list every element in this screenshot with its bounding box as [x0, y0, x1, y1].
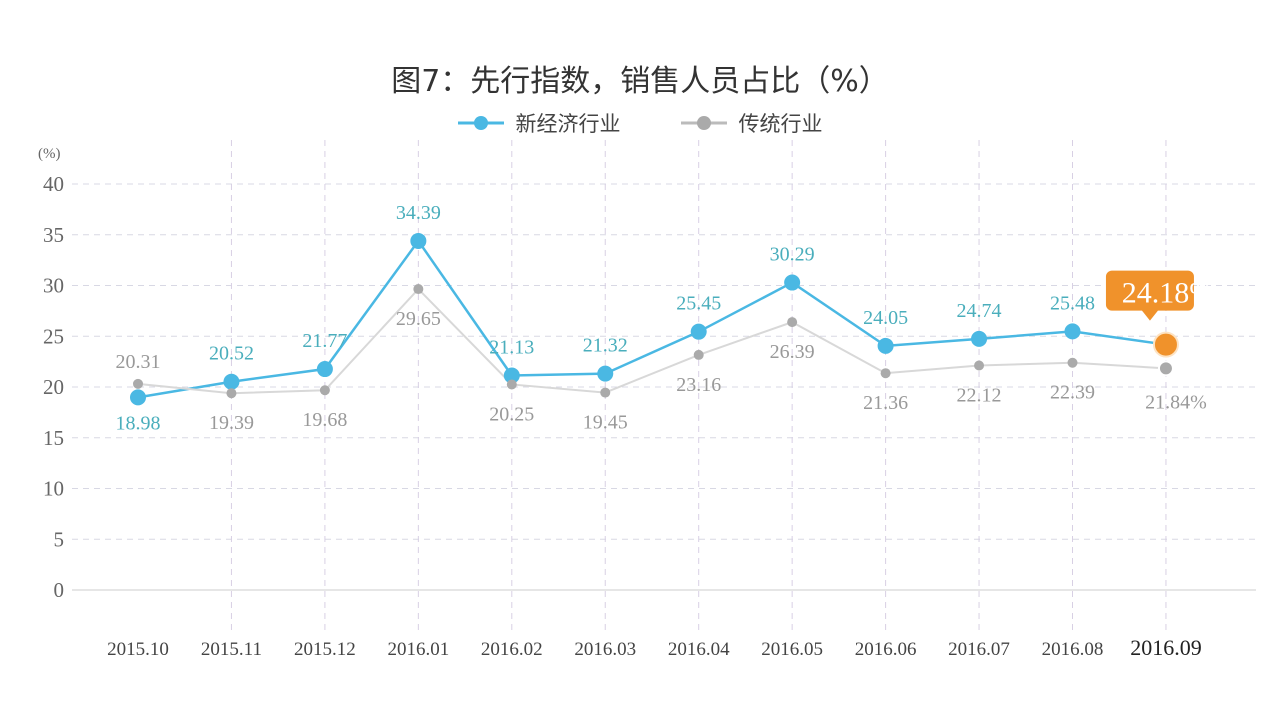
data-label: 19.45	[583, 412, 628, 434]
legend-label: 传统行业	[738, 112, 823, 136]
data-point	[787, 317, 798, 328]
data-point	[597, 365, 614, 382]
data-label: 29.65	[396, 308, 441, 330]
data-label: 18.98	[116, 412, 161, 434]
series-line-new-economy	[137, 238, 1167, 399]
x-tick-label: 2016.06	[855, 639, 917, 660]
x-tick-label: 2016.02	[481, 639, 543, 660]
highlight-people-icon	[1152, 331, 1179, 358]
y-tick-label: 15	[43, 426, 64, 450]
data-label: 21.32	[583, 335, 628, 357]
x-tick-label: 2015.12	[294, 639, 356, 660]
x-tick-label: 2016.05	[761, 639, 823, 660]
data-point	[1067, 357, 1078, 368]
data-point	[974, 360, 985, 371]
data-label: 21.84%	[1145, 391, 1207, 413]
series-line-traditional	[137, 287, 1167, 395]
data-point	[693, 349, 704, 360]
chart-title: 图7：先行指数，销售人员占比（%）	[391, 64, 889, 99]
data-label: 24.74	[957, 300, 1002, 322]
y-tick-label: 30	[43, 274, 64, 298]
y-tick-label: 40	[43, 172, 64, 196]
data-point	[506, 379, 517, 390]
x-tick-label: 2016.03	[574, 639, 636, 660]
legend-label: 新经济行业	[515, 112, 621, 136]
legend-item-traditional: 传统行业	[680, 108, 823, 138]
x-tick-label: 2016.01	[387, 639, 449, 660]
data-point	[784, 274, 801, 291]
x-tick-label: 2015.11	[201, 639, 262, 660]
x-tick-label: 2016.08	[1042, 639, 1104, 660]
x-tick-label: 2016.07	[948, 639, 1010, 660]
data-label: 19.39	[209, 412, 254, 434]
data-point	[877, 337, 894, 354]
x-tick-label: 2016.04	[668, 639, 730, 660]
data-point	[880, 368, 891, 379]
data-label: 22.39	[1050, 382, 1095, 404]
data-point	[130, 389, 146, 406]
y-tick-label: 10	[43, 477, 64, 501]
y-tick-label: 0	[54, 578, 65, 602]
data-point	[223, 373, 240, 390]
data-label: 25.48	[1050, 292, 1095, 314]
data-label: 21.36	[863, 392, 908, 414]
data-label: 20.31	[116, 351, 161, 373]
data-point	[319, 385, 330, 396]
data-label: 25.45	[676, 293, 721, 315]
legend: 新经济行业 传统行业	[0, 108, 1280, 138]
data-point	[413, 284, 424, 295]
legend-marker-traditional	[680, 116, 727, 130]
data-label: 34.39	[396, 202, 441, 224]
data-point	[133, 378, 143, 389]
y-tick-label: 20	[43, 375, 64, 399]
y-tick-label: 25	[43, 324, 64, 348]
y-axis-unit: (%)	[38, 146, 61, 162]
data-point	[410, 232, 427, 249]
y-tick-label: 35	[43, 223, 64, 247]
data-label: 24.05	[863, 307, 908, 329]
data-point	[226, 388, 237, 399]
traditional-people-icon	[1157, 360, 1174, 377]
legend-item-new-economy: 新经济行业	[457, 108, 621, 138]
data-label: 30.29	[770, 244, 815, 266]
data-point	[503, 367, 520, 384]
data-label: 26.39	[770, 341, 815, 363]
callout-bubble	[1105, 270, 1194, 321]
data-point	[1064, 323, 1081, 340]
data-point	[600, 387, 611, 398]
data-label: 21.13	[489, 337, 534, 359]
data-label: 22.12	[957, 384, 1002, 406]
data-point	[971, 330, 988, 347]
x-tick-label: 2016.09	[1130, 635, 1202, 660]
data-point	[316, 361, 333, 378]
callout-value: 24.18%	[1122, 277, 1215, 310]
data-label: 21.77	[302, 330, 347, 352]
data-label: 19.68	[302, 409, 347, 431]
y-tick-label: 5	[54, 527, 65, 551]
data-label: 23.16	[676, 374, 721, 396]
legend-marker-new-economy	[457, 116, 504, 130]
x-tick-label: 2015.10	[107, 639, 169, 660]
data-label: 20.25	[489, 403, 534, 425]
data-point	[690, 323, 707, 340]
data-label: 20.52	[209, 343, 254, 365]
